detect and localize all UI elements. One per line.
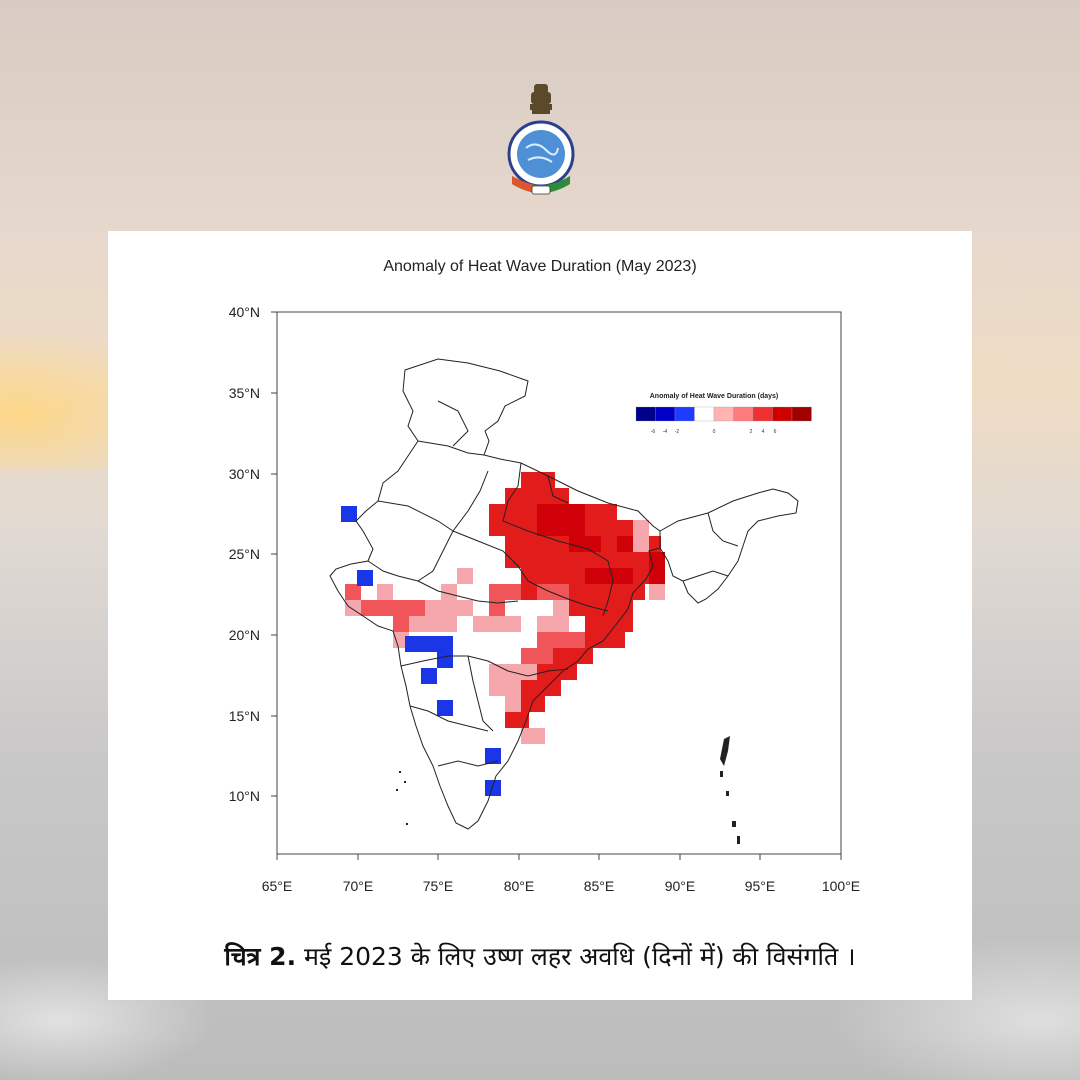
legend-swatch xyxy=(694,406,715,422)
ashoka-emblem xyxy=(530,84,552,114)
legend-swatch xyxy=(713,406,734,422)
legend-swatch xyxy=(791,406,812,422)
lon-tick-label: 80°E xyxy=(504,878,535,894)
legend-swatch xyxy=(635,406,656,422)
lon-axis: 65°E 70°E 75°E 80°E 85°E 90°E 95°E 100°E xyxy=(262,854,860,894)
lon-tick-label: 65°E xyxy=(262,878,293,894)
lon-tick-label: 95°E xyxy=(745,878,776,894)
lat-tick-label: 35°N xyxy=(229,385,260,401)
legend-color-bar xyxy=(635,406,812,422)
map-frame xyxy=(276,311,842,855)
legend-title: Anomaly of Heat Wave Duration (days) xyxy=(650,393,779,400)
legend-swatch xyxy=(655,406,676,422)
lon-tick-label: 90°E xyxy=(665,878,696,894)
caption-label: चित्र 2. xyxy=(224,942,297,971)
lat-tick-label: 10°N xyxy=(229,788,260,804)
legend-swatch xyxy=(772,406,793,422)
legend: Anomaly of Heat Wave Duration (days) -6 … xyxy=(635,393,812,435)
legend-tick-label: -6 xyxy=(651,429,656,435)
legend-tick-label: -2 xyxy=(675,429,680,435)
legend-swatch xyxy=(752,406,773,422)
lon-tick-label: 85°E xyxy=(584,878,615,894)
anomaly-cells xyxy=(341,472,665,796)
india-outline xyxy=(329,358,799,830)
map-title: Anomaly of Heat Wave Duration (May 2023) xyxy=(383,258,697,275)
figure-caption: चित्र 2. मई 2023 के लिए उष्ण लहर अवधि (द… xyxy=(108,939,972,973)
legend-tick-label: 0 xyxy=(713,429,716,435)
lat-tick-label: 25°N xyxy=(229,546,260,562)
caption-text: मई 2023 के लिए उष्ण लहर अवधि (दिनों में)… xyxy=(296,942,856,971)
lat-tick-label: 20°N xyxy=(229,627,260,643)
lon-tick-label: 75°E xyxy=(423,878,454,894)
lat-tick-label: 30°N xyxy=(229,466,260,482)
legend-swatch xyxy=(674,406,695,422)
heatwave-map: 40°N 35°N 30°N 25°N 20°N 15°N 10°N 65°E … xyxy=(229,304,860,894)
legend-tick-label: 2 xyxy=(750,429,753,435)
islands xyxy=(396,736,740,844)
imd-emblem xyxy=(507,84,575,195)
legend-tick-label: -4 xyxy=(663,429,668,435)
legend-tick-label: 4 xyxy=(762,429,765,435)
legend-tick-label: 6 xyxy=(774,429,777,435)
lat-axis: 40°N 35°N 30°N 25°N 20°N 15°N 10°N xyxy=(229,304,277,804)
lat-tick-label: 40°N xyxy=(229,304,260,320)
lat-tick-label: 15°N xyxy=(229,708,260,724)
legend-swatch xyxy=(733,406,754,422)
figure-card: Anomaly of Heat Wave Duration (May 2023) xyxy=(108,231,972,1000)
lon-tick-label: 70°E xyxy=(343,878,374,894)
lon-tick-label: 100°E xyxy=(822,878,860,894)
